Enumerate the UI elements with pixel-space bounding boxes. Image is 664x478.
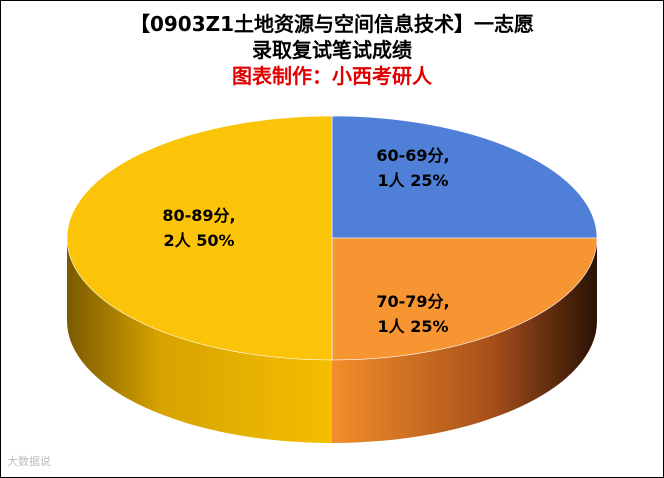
pie-slice-side — [67, 238, 332, 443]
chart-title: 【0903Z1土地资源与空间信息技术】一志愿 — [129, 12, 535, 36]
slice-label: 70-79分, — [376, 292, 449, 311]
pie-slice — [331, 115, 598, 239]
chart-titles: 【0903Z1土地资源与空间信息技术】一志愿 录取复试笔试成绩 图表制作：小西考… — [1, 11, 663, 89]
slice-value-label: 1人 25% — [377, 171, 448, 190]
pie-slice — [66, 115, 333, 361]
slice-label: 80-89分, — [162, 206, 235, 225]
pie-slice-side — [332, 238, 597, 443]
slice-value-label: 1人 25% — [377, 317, 448, 336]
slice-value-label: 2人 50% — [163, 231, 234, 250]
slice-label: 60-69分, — [376, 146, 449, 165]
watermark: 大数据说 — [7, 455, 51, 468]
chart-subtitle: 录取复试笔试成绩 — [252, 38, 412, 62]
chart-credit: 图表制作：小西考研人 — [232, 64, 432, 88]
pie-slice — [331, 237, 598, 361]
